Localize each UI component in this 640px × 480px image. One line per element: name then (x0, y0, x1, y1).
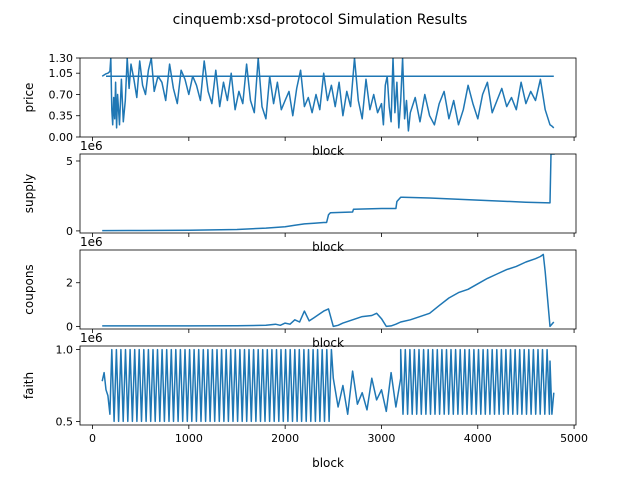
series-line-price (101, 58, 555, 132)
x-tick-label: 5000 (560, 432, 588, 445)
series-line-coupons (102, 253, 555, 328)
y-tick-label: 1.30 (49, 52, 74, 65)
subplot-coupons: 0 2 coupons block 1e6 (22, 235, 577, 350)
x-tick-label: 4000 (464, 432, 492, 445)
y-tick-label: 0.70 (49, 88, 74, 101)
y-tick-label: 5 (66, 155, 73, 168)
x-axis-label: block (312, 240, 344, 254)
x-tick-label: 0 (89, 432, 96, 445)
y-axis-label: coupons (22, 264, 36, 314)
subplot-faith: 0.5 1.0 0 1000 2000 3000 4000 5000 faith block 1e6 (22, 331, 588, 470)
x-axis-label: block (312, 144, 344, 158)
figure-title: cinquemb:xsd-protocol Simulation Results (173, 12, 468, 28)
subplots: 0.00 0.35 0.70 1.05 1.30 price block 0 5 supply bl… (22, 52, 588, 470)
y-tick-label: 1.0 (56, 344, 74, 357)
y-tick-label: 0.35 (49, 110, 74, 123)
x-tick-label: 3000 (367, 432, 395, 445)
axis-offset-text: 1e6 (80, 235, 103, 249)
y-tick-label: 2 (66, 277, 73, 290)
y-axis-label: supply (22, 174, 36, 214)
axes-frame (79, 153, 577, 234)
axis-offset-text: 1e6 (80, 139, 103, 153)
y-tick-label: 0 (66, 320, 73, 333)
x-axis-label: block (312, 336, 344, 350)
x-tick-label: 1000 (175, 432, 203, 445)
y-axis-label: faith (22, 372, 36, 399)
series-line-faith (101, 348, 555, 423)
y-tick-label: 0.00 (49, 131, 74, 144)
y-tick-label: 0.5 (56, 415, 74, 428)
axes-frame (79, 345, 577, 426)
axis-offset-text: 1e6 (80, 331, 103, 345)
x-tick-label: 2000 (271, 432, 299, 445)
subplot-supply: 0 5 supply block 1e6 (22, 139, 577, 254)
y-tick-label: 1.05 (49, 67, 74, 80)
series-line-supply (102, 154, 555, 232)
axes-frame (79, 249, 577, 330)
x-axis-label: block (312, 456, 344, 470)
axes-frame (79, 57, 577, 138)
y-tick-label: 0 (66, 225, 73, 238)
subplot-price: 0.00 0.35 0.70 1.05 1.30 price block (22, 52, 577, 158)
y-axis-label: price (22, 83, 36, 113)
